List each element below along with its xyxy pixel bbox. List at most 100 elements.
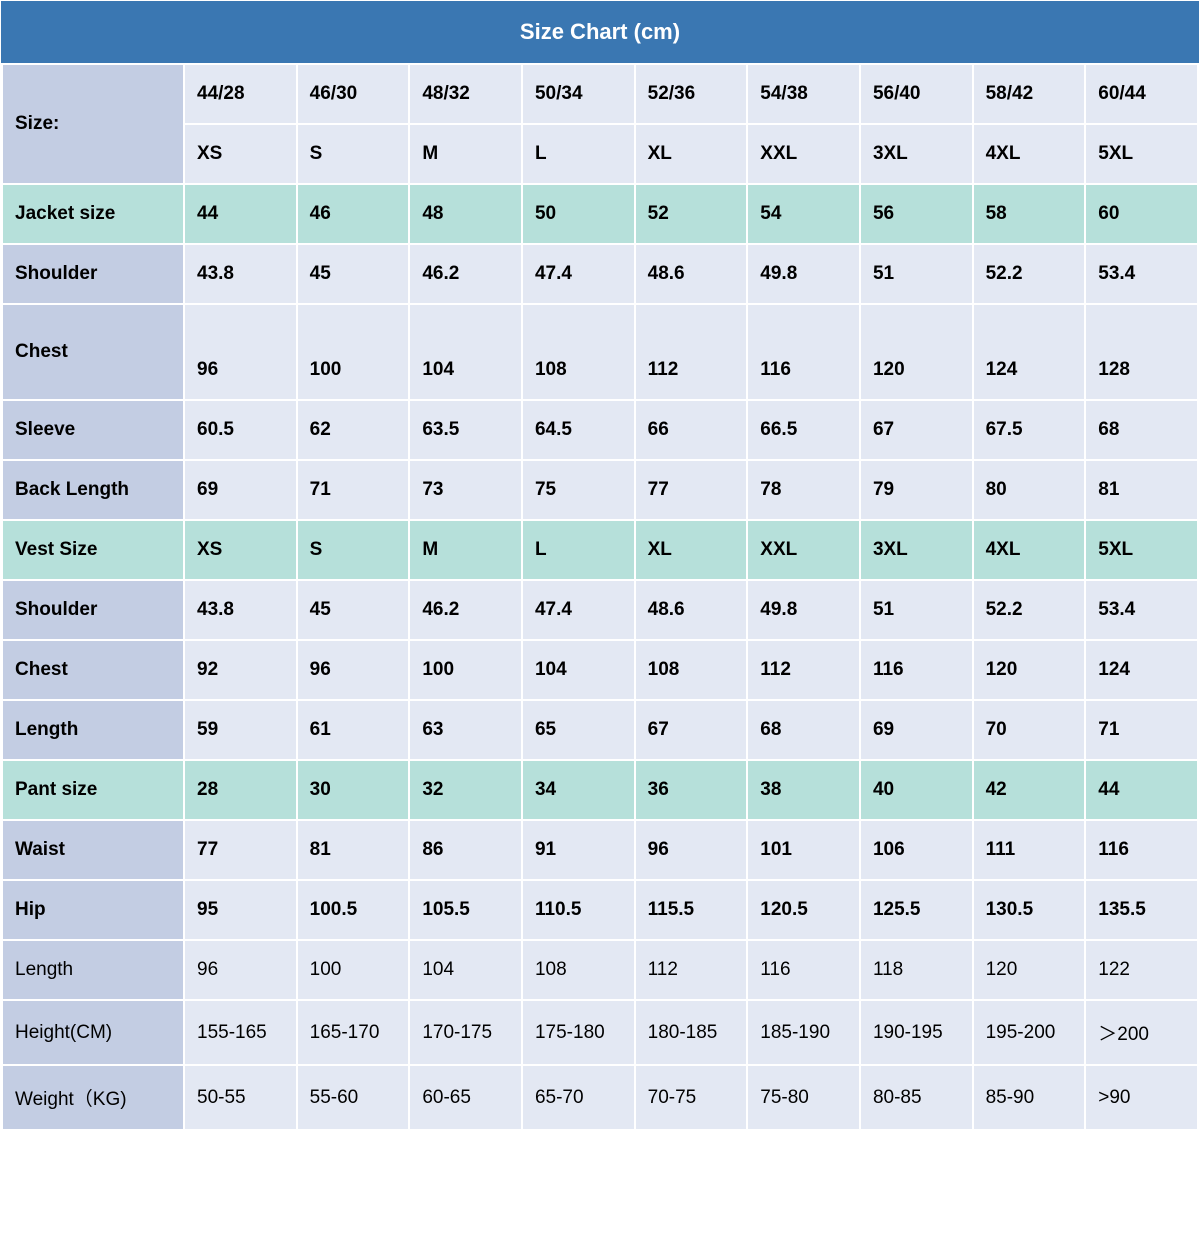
table-cell: 51 bbox=[860, 580, 973, 640]
table-row: Vest SizeXSSMLXLXXL3XL4XL5XL bbox=[2, 520, 1198, 580]
table-cell: 60 bbox=[1085, 184, 1198, 244]
table-cell: 52.2 bbox=[973, 580, 1086, 640]
table-cell: 100 bbox=[409, 640, 522, 700]
row-label: Back Length bbox=[2, 460, 184, 520]
table-cell: 112 bbox=[635, 940, 748, 1000]
table-cell: 34 bbox=[522, 760, 635, 820]
table-cell: 64.5 bbox=[522, 400, 635, 460]
table-cell: 155-165 bbox=[184, 1000, 297, 1065]
table-cell: 52 bbox=[635, 184, 748, 244]
table-cell: 48.6 bbox=[635, 244, 748, 304]
table-cell: 77 bbox=[635, 460, 748, 520]
table-cell: 91 bbox=[522, 820, 635, 880]
table-cell: 49.8 bbox=[747, 244, 860, 304]
table-cell: 67 bbox=[635, 700, 748, 760]
table-row: Jacket size444648505254565860 bbox=[2, 184, 1198, 244]
table-cell: XXL bbox=[747, 520, 860, 580]
table-cell: 108 bbox=[522, 304, 635, 400]
table-cell: M bbox=[409, 520, 522, 580]
row-label: Hip bbox=[2, 880, 184, 940]
table-cell: 165-170 bbox=[297, 1000, 410, 1065]
table-cell: 112 bbox=[747, 640, 860, 700]
table-cell: 46.2 bbox=[409, 244, 522, 304]
table-cell: 195-200 bbox=[973, 1000, 1086, 1065]
table-cell: 81 bbox=[1085, 460, 1198, 520]
table-cell: 79 bbox=[860, 460, 973, 520]
table-cell: 96 bbox=[635, 820, 748, 880]
table-cell: 111 bbox=[973, 820, 1086, 880]
row-label: Weight（KG) bbox=[2, 1065, 184, 1130]
table-cell: 52.2 bbox=[973, 244, 1086, 304]
table-cell: 60-65 bbox=[409, 1065, 522, 1130]
row-label: Pant size bbox=[2, 760, 184, 820]
table-cell: 180-185 bbox=[635, 1000, 748, 1065]
table-cell: 38 bbox=[747, 760, 860, 820]
row-label: Jacket size bbox=[2, 184, 184, 244]
table-cell: 48/32 bbox=[409, 64, 522, 124]
row-label: Shoulder bbox=[2, 244, 184, 304]
table-row: Waist7781869196101106111116 bbox=[2, 820, 1198, 880]
table-cell: 58 bbox=[973, 184, 1086, 244]
table-cell: M bbox=[409, 124, 522, 184]
table-cell: 116 bbox=[747, 940, 860, 1000]
table-cell: 96 bbox=[184, 940, 297, 1000]
row-label: Size: bbox=[2, 64, 184, 184]
table-cell: 32 bbox=[409, 760, 522, 820]
row-label: Chest bbox=[2, 304, 184, 400]
row-label: Length bbox=[2, 940, 184, 1000]
table-cell: S bbox=[297, 520, 410, 580]
table-cell: 115.5 bbox=[635, 880, 748, 940]
table-cell: 120 bbox=[973, 640, 1086, 700]
table-row: Length96100104108112116118120122 bbox=[2, 940, 1198, 1000]
table-cell: 61 bbox=[297, 700, 410, 760]
table-cell: 170-175 bbox=[409, 1000, 522, 1065]
size-chart-container: Size Chart (cm) Size:44/2846/3048/3250/3… bbox=[0, 0, 1200, 1132]
table-cell: 128 bbox=[1085, 304, 1198, 400]
table-cell: 116 bbox=[747, 304, 860, 400]
table-row: Shoulder43.84546.247.448.649.85152.253.4 bbox=[2, 244, 1198, 304]
row-label: Shoulder bbox=[2, 580, 184, 640]
table-row: Chest9296100104108112116120124 bbox=[2, 640, 1198, 700]
table-cell: 50-55 bbox=[184, 1065, 297, 1130]
table-cell: 116 bbox=[1085, 820, 1198, 880]
table-cell: 73 bbox=[409, 460, 522, 520]
table-cell: 66.5 bbox=[747, 400, 860, 460]
table-cell: 3XL bbox=[860, 124, 973, 184]
table-cell: 100 bbox=[297, 940, 410, 1000]
table-cell: 68 bbox=[747, 700, 860, 760]
table-cell: 104 bbox=[409, 940, 522, 1000]
table-cell: 75 bbox=[522, 460, 635, 520]
table-cell: 101 bbox=[747, 820, 860, 880]
table-cell: XS bbox=[184, 520, 297, 580]
table-row: Shoulder43.84546.247.448.649.85152.253.4 bbox=[2, 580, 1198, 640]
table-cell: ＞200 bbox=[1085, 1000, 1198, 1065]
table-cell: 46 bbox=[297, 184, 410, 244]
row-label: Chest bbox=[2, 640, 184, 700]
table-cell: 55-60 bbox=[297, 1065, 410, 1130]
table-cell: 80-85 bbox=[860, 1065, 973, 1130]
table-cell: 85-90 bbox=[973, 1065, 1086, 1130]
table-cell: 43.8 bbox=[184, 244, 297, 304]
table-cell: XL bbox=[635, 520, 748, 580]
table-cell: 112 bbox=[635, 304, 748, 400]
table-cell: 47.4 bbox=[522, 244, 635, 304]
table-row: Size:44/2846/3048/3250/3452/3654/3856/40… bbox=[2, 64, 1198, 124]
table-cell: 47.4 bbox=[522, 580, 635, 640]
table-cell: 118 bbox=[860, 940, 973, 1000]
table-cell: 63 bbox=[409, 700, 522, 760]
table-cell: 100 bbox=[297, 304, 410, 400]
table-cell: 4XL bbox=[973, 124, 1086, 184]
table-row: Chest96100104108112116120124128 bbox=[2, 304, 1198, 400]
table-cell: 54/38 bbox=[747, 64, 860, 124]
row-label: Sleeve bbox=[2, 400, 184, 460]
table-cell: 175-180 bbox=[522, 1000, 635, 1065]
table-cell: 51 bbox=[860, 244, 973, 304]
row-label: Vest Size bbox=[2, 520, 184, 580]
table-cell: 104 bbox=[522, 640, 635, 700]
table-cell: XS bbox=[184, 124, 297, 184]
table-cell: 120 bbox=[973, 940, 1086, 1000]
row-label: Length bbox=[2, 700, 184, 760]
table-cell: 116 bbox=[860, 640, 973, 700]
table-cell: 62 bbox=[297, 400, 410, 460]
table-cell: 60/44 bbox=[1085, 64, 1198, 124]
